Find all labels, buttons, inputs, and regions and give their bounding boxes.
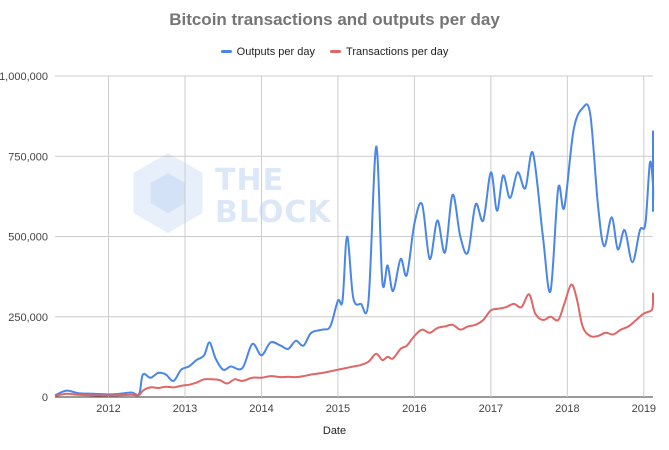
legend-label-outputs: Outputs per day [236,46,315,58]
axis-ticks: 0 250,000 500,000 750,000 1,000,000 2012 2013 2… [0,71,656,415]
series-line-transactions[interactable] [54,283,655,397]
legend: Outputs per day Transactions per day [0,46,669,58]
x-tick-label: 2017 [479,403,503,415]
legend-item-transactions[interactable]: Transactions per day [330,46,448,58]
watermark-text: BLOCK [215,195,332,230]
y-tick-label: 750,000 [8,151,48,163]
y-tick-label: 1,000,000 [0,71,48,83]
x-tick-label: 2013 [173,403,197,415]
y-tick-label: 500,000 [8,232,48,244]
legend-swatch-transactions [330,49,342,53]
x-tick-label: 2016 [402,403,426,415]
y-tick-label: 250,000 [8,312,48,324]
x-tick-label: 2018 [555,403,579,415]
series-lines [54,103,655,397]
grid [55,75,653,398]
legend-swatch-outputs [220,49,232,53]
x-tick-label: 2015 [326,403,350,415]
legend-item-outputs[interactable]: Outputs per day [220,46,315,58]
watermark-cube-icon [150,173,186,213]
watermark-text: THE [215,163,284,198]
x-tick-label: 2019 [632,403,656,415]
series-line-outputs[interactable] [54,103,655,397]
legend-label-transactions: Transactions per day [346,46,449,58]
chart-title: Bitcoin transactions and outputs per day [169,10,500,29]
x-tick-label: 2014 [249,403,273,415]
x-tick-label: 2012 [96,403,120,415]
y-tick-label: 0 [42,392,48,404]
x-axis-label: Date [322,425,347,437]
